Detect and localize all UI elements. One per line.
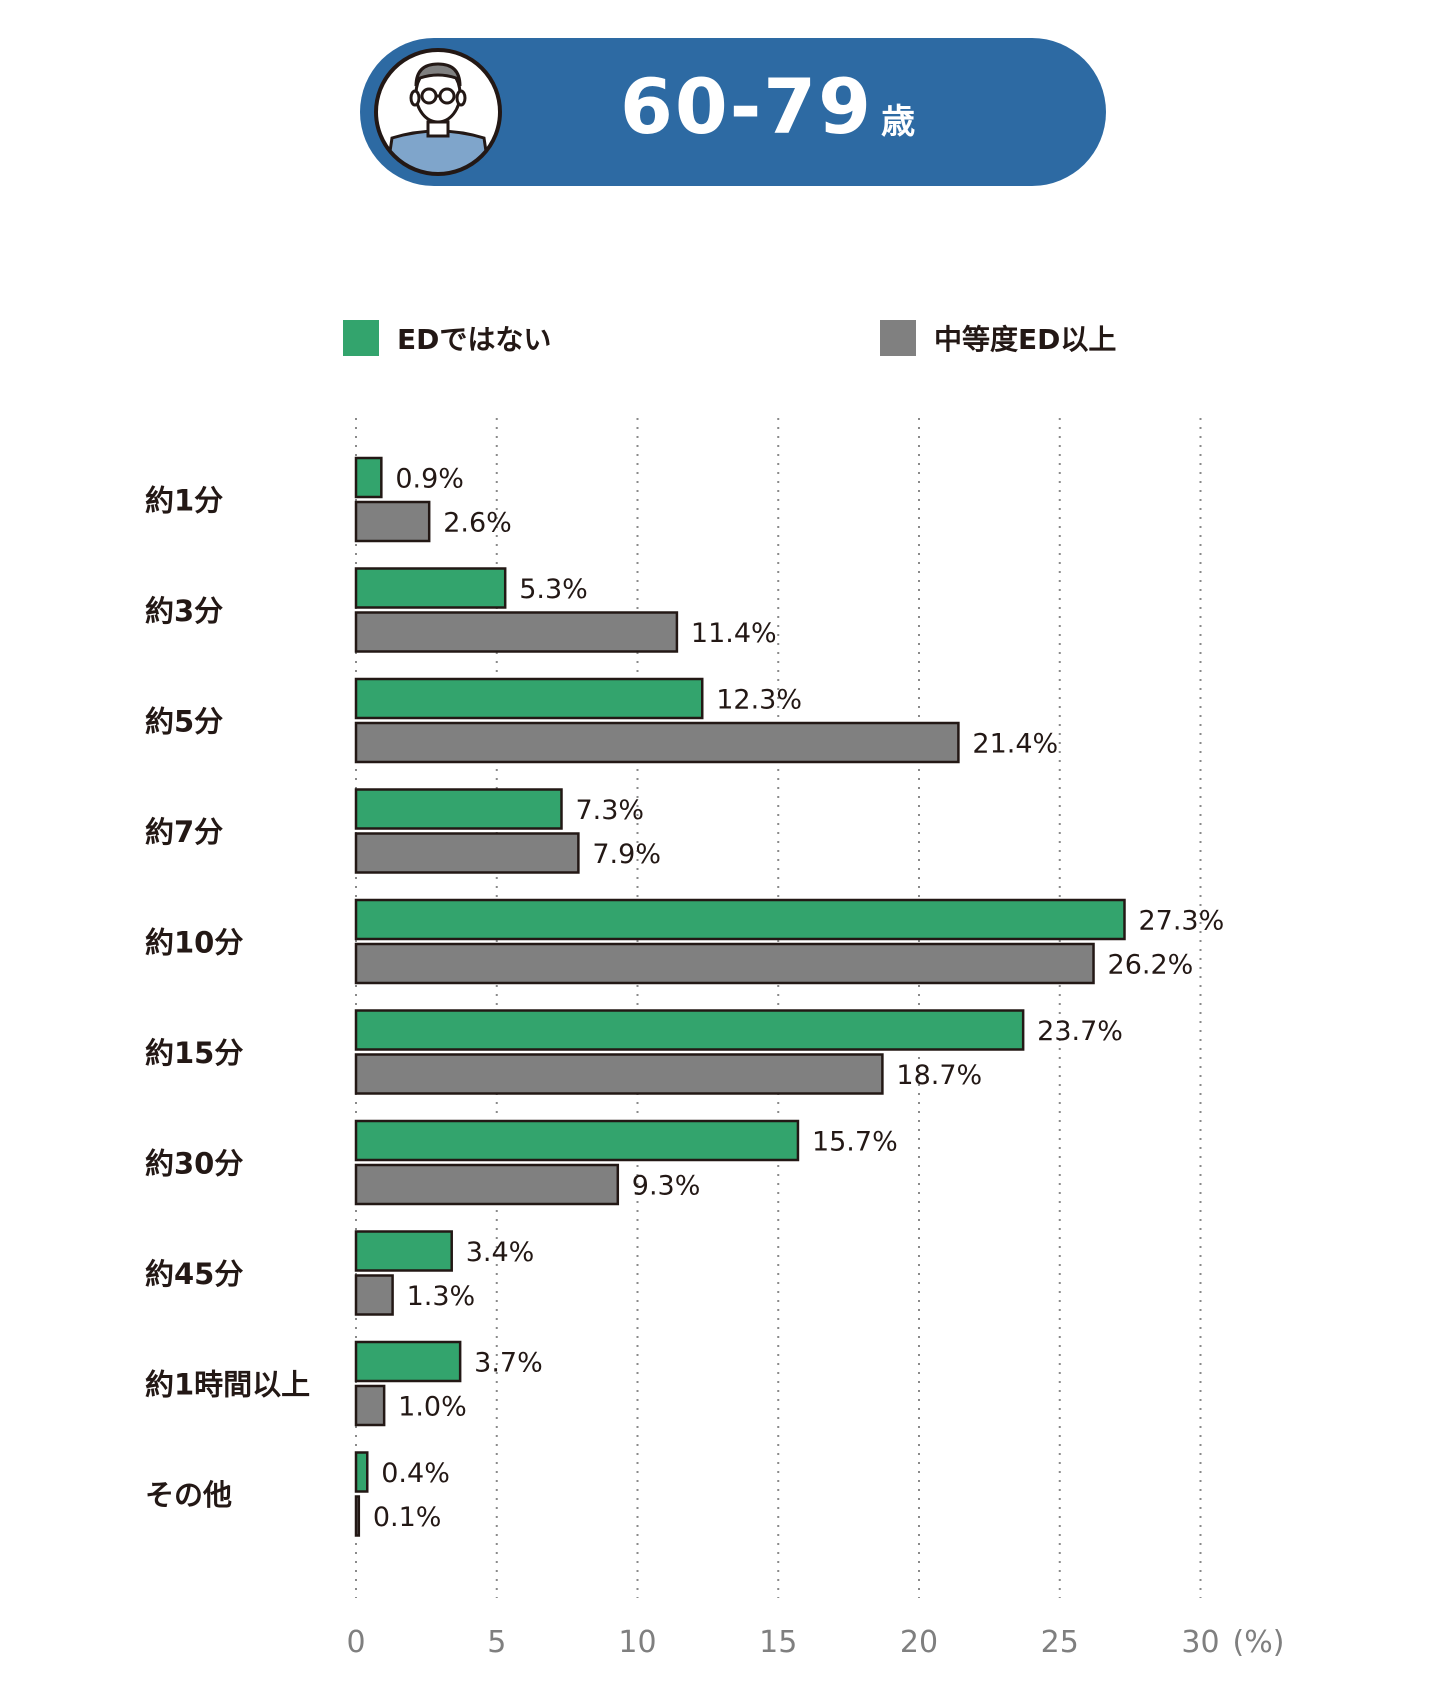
x-tick-label-10: 10 bbox=[618, 1625, 656, 1660]
data-label: 26.2% bbox=[1108, 950, 1194, 981]
category-label: 約1分 bbox=[145, 484, 223, 518]
data-label: 0.1% bbox=[373, 1502, 442, 1533]
data-label: 9.3% bbox=[632, 1171, 701, 1202]
category-label: 約1時間以上 bbox=[145, 1368, 310, 1402]
data-label: 3.4% bbox=[466, 1237, 535, 1268]
x-tick-label-20: 20 bbox=[900, 1625, 938, 1660]
x-tick-label-15: 15 bbox=[759, 1625, 797, 1660]
bar-moderate-ed bbox=[354, 942, 1095, 985]
age-range-value: 60-79 bbox=[620, 62, 874, 151]
bar-moderate-ed bbox=[354, 1163, 620, 1206]
category-label: 約7分 bbox=[145, 815, 223, 849]
legend-item-moderate-ed: 中等度ED以上 bbox=[880, 318, 1116, 358]
category-label: 約45分 bbox=[145, 1257, 243, 1291]
bar-no-ed bbox=[354, 1230, 453, 1272]
bar-no-ed bbox=[354, 567, 507, 609]
bar-no-ed bbox=[354, 456, 383, 499]
category-label: 約30分 bbox=[145, 1147, 243, 1181]
data-label: 3.7% bbox=[474, 1348, 543, 1379]
bar-no-ed bbox=[354, 898, 1126, 941]
data-label: 2.6% bbox=[443, 508, 512, 539]
x-tick-label-30: 30 bbox=[1181, 1625, 1219, 1660]
man-with-glasses-avatar-icon bbox=[374, 48, 502, 176]
bar-moderate-ed bbox=[354, 1384, 386, 1427]
category-label: 約10分 bbox=[145, 926, 243, 960]
data-label: 23.7% bbox=[1037, 1016, 1123, 1047]
category-label: 約5分 bbox=[145, 705, 223, 739]
bar-no-ed bbox=[354, 1451, 369, 1493]
bar-no-ed bbox=[354, 1340, 462, 1383]
data-label: 27.3% bbox=[1138, 906, 1224, 937]
age-range-title: 60-79 歳 bbox=[620, 62, 915, 151]
age-unit: 歳 bbox=[881, 102, 916, 142]
legend-label-no-ed: EDではない bbox=[397, 323, 552, 356]
data-label: 15.7% bbox=[812, 1127, 898, 1158]
legend-swatch-green bbox=[343, 320, 379, 356]
bar-moderate-ed bbox=[354, 832, 580, 874]
category-label: その他 bbox=[145, 1478, 232, 1512]
bar-moderate-ed bbox=[354, 721, 960, 764]
bar-moderate-ed bbox=[354, 611, 679, 653]
bar-moderate-ed bbox=[354, 1495, 361, 1537]
data-label: 7.3% bbox=[575, 795, 644, 826]
x-tick-label-25: 25 bbox=[1041, 1625, 1079, 1660]
data-label: 7.9% bbox=[592, 839, 661, 870]
data-label: 5.3% bbox=[519, 574, 588, 605]
data-label: 11.4% bbox=[691, 618, 777, 649]
data-label: 1.3% bbox=[407, 1281, 476, 1312]
bar-no-ed bbox=[354, 677, 704, 720]
bar-moderate-ed bbox=[354, 1053, 884, 1095]
data-label: 0.9% bbox=[395, 464, 464, 495]
bar-no-ed bbox=[354, 1009, 1025, 1051]
bar-moderate-ed bbox=[354, 500, 431, 543]
category-label: 約3分 bbox=[145, 594, 223, 628]
bar-moderate-ed bbox=[354, 1274, 394, 1316]
data-label: 0.4% bbox=[381, 1458, 450, 1489]
category-label: 約15分 bbox=[145, 1036, 243, 1070]
x-axis-unit: (%) bbox=[1233, 1625, 1285, 1660]
data-label: 21.4% bbox=[972, 729, 1058, 760]
data-label: 1.0% bbox=[398, 1392, 467, 1423]
bar-no-ed bbox=[354, 1119, 800, 1162]
x-tick-label-5: 5 bbox=[487, 1625, 506, 1660]
data-label: 18.7% bbox=[896, 1060, 982, 1091]
bar-no-ed bbox=[354, 788, 563, 830]
legend-label-moderate-ed: 中等度ED以上 bbox=[934, 323, 1117, 356]
x-tick-label-0: 0 bbox=[346, 1625, 365, 1660]
legend-swatch-gray bbox=[880, 320, 916, 356]
data-label: 12.3% bbox=[716, 685, 802, 716]
legend-item-no-ed: EDではない bbox=[343, 318, 551, 358]
